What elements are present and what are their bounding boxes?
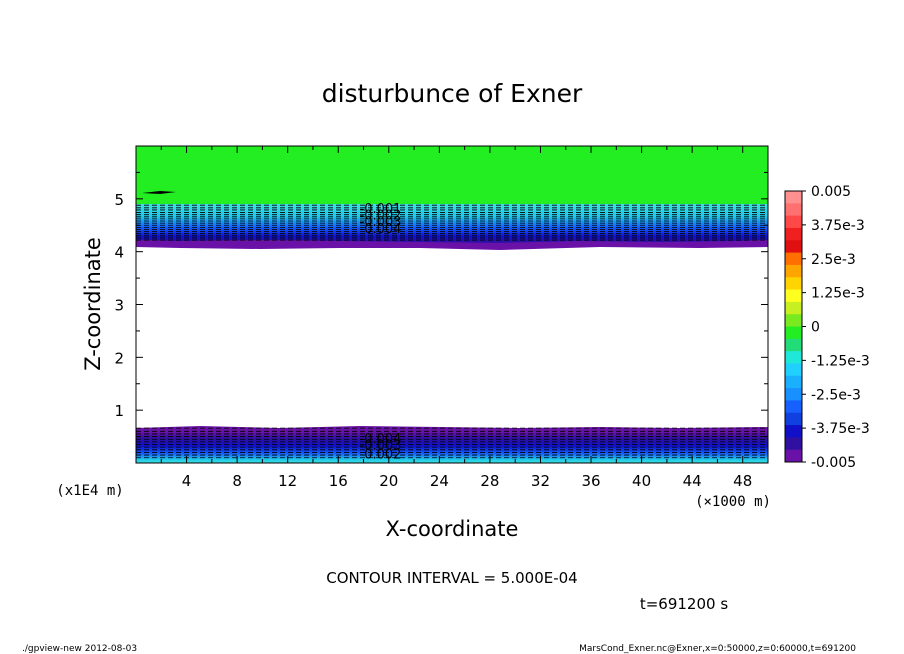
colorbar-segment: [785, 400, 802, 414]
plot-area: [136, 146, 768, 463]
contour-label: -0.003: [360, 215, 402, 230]
colorbar-segment: [785, 301, 802, 315]
x-tick-label: 40: [632, 472, 651, 490]
colorbar-segment: [785, 412, 802, 426]
x-unit-label: (×1000 m): [695, 494, 771, 510]
y-tick-label: 3: [114, 297, 124, 315]
x-tick-label: 32: [531, 472, 550, 490]
colorbar-segment: [785, 425, 802, 438]
footer-left-text: ./gpview-new 2012-08-03: [22, 644, 137, 654]
colorbar-segment: [785, 252, 802, 266]
x-tick-label: 28: [480, 472, 499, 490]
green-region: [136, 146, 768, 206]
colorbar-segment: [785, 314, 802, 327]
colorbar-segment: [785, 449, 802, 463]
contour-label: -0.004: [360, 432, 402, 447]
footer-right-text: MarsCond_Exner.nc@Exner,x=0:50000,z=0:60…: [579, 644, 856, 654]
colorbar-segment: [785, 388, 802, 401]
y-tick-label: 1: [114, 402, 124, 420]
colorbar-label: 0.005: [811, 184, 851, 200]
colorbar-label: 1.25e-3: [811, 286, 865, 302]
colorbar-label: 2.5e-3: [811, 252, 856, 268]
colorbar-segment: [785, 338, 802, 352]
colorbar-segment: [785, 375, 802, 389]
y-unit-label: (x1E4 m): [56, 483, 123, 499]
x-tick-label: 4: [182, 472, 192, 490]
colorbar-segment: [785, 289, 802, 303]
y-tick-label: 2: [114, 349, 124, 367]
small-contour-mark: [142, 191, 176, 194]
x-tick-label: 12: [278, 472, 297, 490]
contour-interval-text: CONTOUR INTERVAL = 5.000E-04: [326, 569, 577, 587]
colorbar-segment: [785, 437, 802, 451]
colorbar-label: -2.5e-3: [811, 387, 861, 403]
contour-lines: [136, 204, 768, 459]
x-tick-label: 8: [232, 472, 242, 490]
x-tick-label: 48: [733, 472, 752, 490]
colorbar-label: -3.75e-3: [811, 421, 870, 437]
upper-band-purple-edge: [136, 240, 768, 250]
contour-labels: -0.001-0.002-0.003-0.004-0.004-0.003-0.0…: [360, 202, 402, 463]
colorbar-segment: [785, 227, 802, 241]
contour-label: -0.004: [360, 222, 402, 237]
colorbar-segment: [785, 240, 802, 253]
colorbar-label: -0.005: [811, 455, 856, 471]
chart-title: disturbunce of Exner: [322, 79, 583, 108]
y-axis-label: Z-coordinate: [81, 237, 105, 371]
x-tick-label: 36: [581, 472, 600, 490]
colorbar-label: -1.25e-3: [811, 353, 870, 369]
colorbar-segment: [785, 277, 802, 290]
x-tick-label: 44: [683, 472, 702, 490]
contour-label: -0.003: [360, 439, 402, 454]
colorbar-segment: [785, 264, 802, 278]
colorbar: 0.005 3.75e-3 2.5e-3 1.25e-3 0 -1.25e-3 -2.5e-…: [784, 184, 870, 471]
colorbar-label: 0: [811, 320, 820, 336]
colorbar-segment: [785, 203, 802, 217]
colorbar-segment: [785, 191, 802, 204]
colorbar-segment: [785, 363, 802, 377]
contour-label: -0.002: [360, 209, 402, 224]
x-tick-label: 16: [329, 472, 348, 490]
y-tick-label: 4: [114, 244, 124, 262]
contour-label: -0.002: [360, 447, 402, 462]
time-label: t=691200 s: [640, 595, 728, 613]
contour-label: -0.001: [360, 202, 402, 217]
colorbar-segment: [785, 351, 802, 364]
x-tick-label: 24: [430, 472, 449, 490]
y-tick-label: 5: [114, 191, 124, 209]
x-tick-label: 20: [379, 472, 398, 490]
colorbar-segment: [785, 326, 802, 340]
x-axis-label: X-coordinate: [386, 517, 519, 541]
colorbar-label: 3.75e-3: [811, 218, 865, 234]
colorbar-segment: [785, 215, 802, 229]
